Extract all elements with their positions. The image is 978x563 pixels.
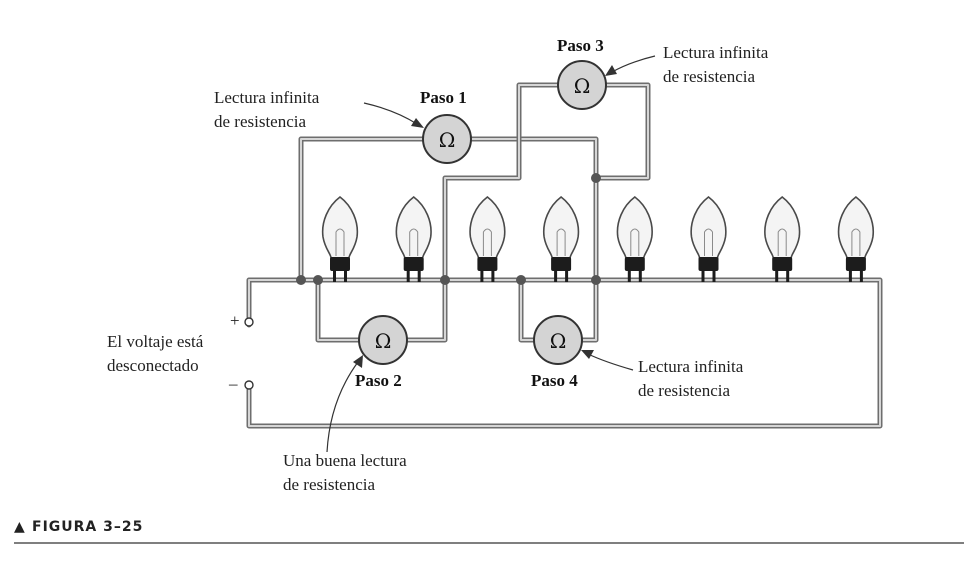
junction-node [296, 275, 306, 285]
arrow-icon [326, 361, 359, 453]
minus-sign: – [228, 374, 238, 393]
bulb-icon [469, 195, 506, 282]
step2-label: Paso 2 [355, 371, 402, 390]
ohm-symbol: Ω [375, 329, 392, 353]
arrowhead-icon [353, 355, 363, 368]
junction-node [591, 275, 601, 285]
callout-text: de resistencia [283, 475, 375, 494]
junction-node [440, 275, 450, 285]
source-label: El voltaje está [107, 332, 204, 351]
callout-text: de resistencia [214, 112, 306, 131]
bulb-icon [321, 195, 359, 282]
junction-node [313, 275, 323, 285]
ohmmeter-step1: Ω [422, 114, 472, 164]
arrowhead-icon [605, 65, 617, 76]
negative-terminal-icon [244, 380, 254, 390]
callout-step1: Lectura infinita de resistencia [214, 88, 320, 131]
ohm-symbol: Ω [550, 329, 567, 353]
callout-arrows [326, 55, 656, 453]
ohmmeter-step3: Ω [557, 60, 607, 110]
ohmmeter-icon [533, 315, 583, 365]
callout-text: de resistencia [638, 381, 730, 400]
voltage-source: + – El voltaje está desconectado [107, 311, 254, 393]
bulb-icon [690, 195, 727, 282]
callout-text: Lectura infinita [663, 43, 769, 62]
bulb-icon [764, 195, 801, 282]
bulb-icon [837, 195, 875, 282]
bulb-string [321, 195, 875, 282]
arrowhead-icon [411, 118, 424, 128]
callout-text: Lectura infinita [638, 357, 744, 376]
callout-step3: Lectura infinita de resistencia [663, 43, 769, 86]
ohmmeter-step2: Ω [358, 315, 408, 365]
step3-label: Paso 3 [557, 36, 604, 55]
ohmmeter-step4: Ω [533, 315, 583, 365]
callout-text: de resistencia [663, 67, 755, 86]
caption-triangle-icon: ▲ [14, 519, 26, 535]
bulb-icon [542, 195, 580, 282]
arrowhead-icon [581, 350, 594, 359]
arrow-icon [363, 102, 418, 125]
bulb-icon [616, 195, 653, 282]
arrow-icon [587, 353, 634, 371]
callout-step2: Una buena lectura de resistencia [283, 451, 407, 494]
junction-node [591, 173, 601, 183]
source-label: desconectado [107, 356, 199, 375]
callout-text: Una buena lectura [283, 451, 407, 470]
ohm-symbol: Ω [439, 128, 456, 152]
caption-text: FIGURA 3–25 [32, 519, 143, 535]
bulb-icon [395, 195, 432, 282]
ohmmeter-icon [557, 60, 607, 110]
step1-label: Paso 1 [420, 88, 467, 107]
junction-nodes [296, 173, 601, 285]
figure-caption: ▲ FIGURA 3–25 [14, 519, 964, 544]
arrow-icon [611, 55, 656, 73]
plus-sign: + [230, 311, 240, 330]
step4-label: Paso 4 [531, 371, 578, 390]
positive-terminal-icon [244, 317, 254, 327]
ohmmeter-icon [422, 114, 472, 164]
junction-node [516, 275, 526, 285]
callout-text: Lectura infinita [214, 88, 320, 107]
wires [246, 82, 883, 429]
callout-step4: Lectura infinita de resistencia [638, 357, 744, 400]
ohm-symbol: Ω [574, 74, 591, 98]
ohmmeter-icon [358, 315, 408, 365]
